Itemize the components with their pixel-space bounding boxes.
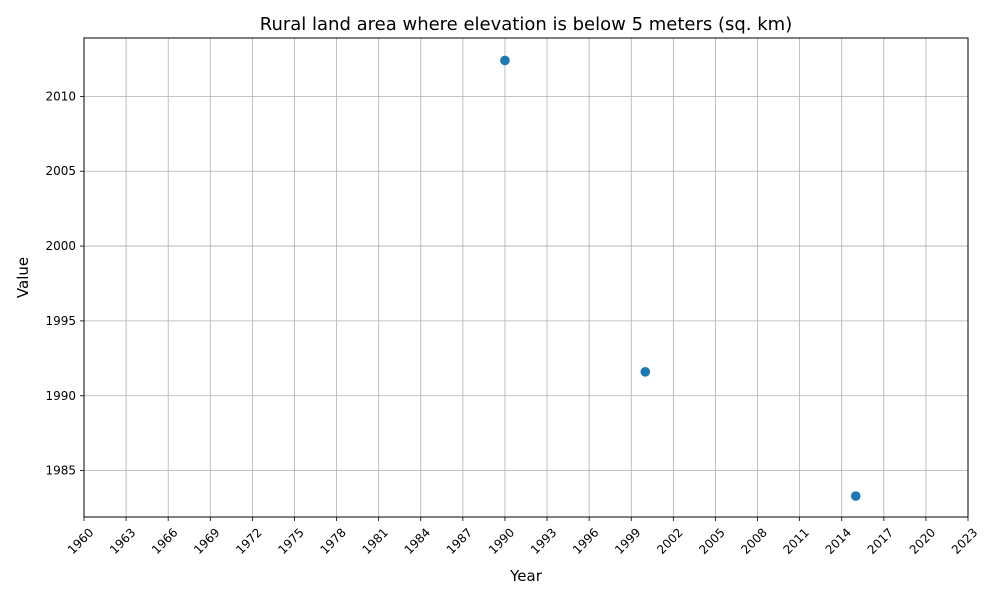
y-axis-label: Value	[14, 257, 32, 298]
x-axis-label: Year	[509, 567, 543, 585]
y-tick-label: 2000	[45, 239, 76, 253]
x-tick-label: 1990	[486, 525, 517, 556]
x-tick-label: 1960	[65, 525, 96, 556]
x-tick-label: 2014	[823, 525, 854, 556]
x-tick-label: 2020	[907, 525, 938, 556]
x-tick-label: 1999	[612, 525, 643, 556]
data-point	[640, 367, 651, 377]
x-tick-label: 2023	[949, 525, 980, 556]
y-tick-label: 2010	[45, 89, 76, 103]
x-tick-label: 1996	[570, 525, 601, 556]
y-tick-label: 2005	[45, 164, 76, 178]
x-axis-ticks: 1960 1963 1966 1969 1972 1975 1978 1981 1984 1987…	[65, 517, 980, 557]
y-tick-label: 1995	[45, 314, 76, 328]
x-tick-label: 1984	[402, 525, 433, 556]
x-tick-label: 2011	[780, 525, 811, 556]
x-tick-label: 1981	[360, 525, 391, 556]
x-tick-label: 2005	[696, 525, 727, 556]
chart-title: Rural land area where elevation is below…	[260, 14, 792, 35]
x-tick-label: 1963	[107, 525, 138, 556]
x-tick-label: 2017	[865, 525, 896, 556]
x-tick-label: 1987	[444, 525, 475, 556]
data-point	[850, 491, 861, 501]
x-tick-label: 1993	[528, 525, 559, 556]
x-tick-label: 1969	[191, 525, 222, 556]
y-tick-label: 1985	[45, 464, 76, 478]
y-tick-label: 1990	[45, 389, 76, 403]
x-tick-label: 2008	[738, 525, 769, 556]
y-axis-ticks: 1985 1990 1995 2000 2005 2010	[45, 89, 84, 478]
x-tick-label: 1975	[275, 525, 306, 556]
x-tick-label: 1966	[149, 525, 180, 556]
x-tick-label: 1972	[233, 525, 264, 556]
plot-area-frame	[83, 37, 969, 518]
x-tick-label: 1978	[317, 525, 348, 556]
data-point	[500, 55, 510, 66]
x-tick-label: 2002	[654, 525, 685, 556]
grid-lines	[83, 38, 969, 517]
data-points	[500, 55, 861, 501]
